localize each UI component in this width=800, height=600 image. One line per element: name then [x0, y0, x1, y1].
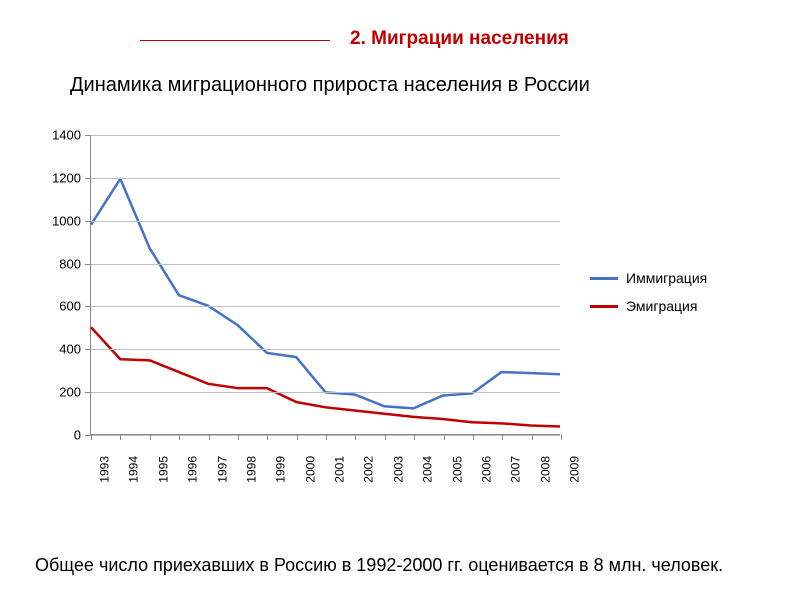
x-axis-label: 2004: [420, 456, 434, 483]
x-axis-label: 1999: [274, 456, 288, 483]
x-tick: [326, 434, 327, 440]
gridline: [91, 306, 560, 307]
x-axis-label: 1998: [244, 456, 258, 483]
page: 2. Миграции населения Динамика миграцион…: [0, 0, 800, 600]
y-tick: [85, 392, 91, 393]
x-tick: [209, 434, 210, 440]
legend: Иммиграция Эмиграция: [590, 270, 707, 326]
y-tick: [85, 178, 91, 179]
x-axis-label: 2007: [509, 456, 523, 483]
x-axis-label: 1993: [97, 456, 111, 483]
x-tick: [120, 434, 121, 440]
x-tick: [91, 434, 92, 440]
x-tick: [238, 434, 239, 440]
gridline: [91, 392, 560, 393]
x-tick: [355, 434, 356, 440]
x-axis-label: 2008: [538, 456, 552, 483]
x-axis-label: 1996: [185, 456, 199, 483]
y-axis-label: 600: [59, 299, 81, 314]
legend-item: Иммиграция: [590, 270, 707, 286]
x-axis-label: 2002: [362, 456, 376, 483]
header-underline: [140, 40, 330, 41]
section-title: 2. Миграции населения: [350, 28, 569, 50]
y-axis-label: 1000: [52, 213, 81, 228]
x-axis-label: 2000: [303, 456, 317, 483]
x-tick: [532, 434, 533, 440]
migration-chart: 0 200 400 600 800 1000 1200 1400 1993 1994 1995 199…: [30, 125, 770, 505]
y-tick: [85, 306, 91, 307]
gridline: [91, 135, 560, 136]
y-axis-label: 1400: [52, 128, 81, 143]
y-tick: [85, 135, 91, 136]
legend-swatch: [590, 277, 618, 280]
x-axis-label: 2005: [450, 456, 464, 483]
gridline: [91, 221, 560, 222]
gridline: [91, 349, 560, 350]
series-line: [91, 179, 560, 409]
x-axis-label: 1994: [127, 456, 141, 483]
header-row: 2. Миграции населения: [0, 28, 800, 58]
y-tick: [85, 264, 91, 265]
x-axis-label: 2001: [332, 456, 346, 483]
x-axis-label: 1995: [156, 456, 170, 483]
y-axis-label: 800: [59, 256, 81, 271]
x-tick: [385, 434, 386, 440]
x-tick: [473, 434, 474, 440]
line-series-svg: [91, 135, 560, 434]
x-tick: [297, 434, 298, 440]
y-axis-label: 400: [59, 342, 81, 357]
footer-note: Общее число приехавших в Россию в 1992-2…: [35, 555, 723, 576]
chart-subtitle: Динамика миграционного прироста населени…: [70, 74, 590, 97]
x-tick: [444, 434, 445, 440]
x-tick: [561, 434, 562, 440]
legend-item: Эмиграция: [590, 298, 707, 314]
x-tick: [502, 434, 503, 440]
y-tick: [85, 221, 91, 222]
x-axis-label: 2009: [567, 456, 581, 483]
y-tick: [85, 349, 91, 350]
x-tick: [179, 434, 180, 440]
legend-swatch: [590, 305, 618, 308]
x-axis-label: 1997: [215, 456, 229, 483]
x-tick: [150, 434, 151, 440]
x-axis-label: 2003: [391, 456, 405, 483]
x-tick: [267, 434, 268, 440]
series-line: [91, 327, 560, 426]
gridline: [91, 178, 560, 179]
y-axis-label: 1200: [52, 170, 81, 185]
plot-area: 0200400600800100012001400199319941995199…: [90, 135, 560, 435]
x-axis-label: 2006: [479, 456, 493, 483]
x-tick: [414, 434, 415, 440]
y-axis-label: 0: [74, 428, 81, 443]
gridline: [91, 264, 560, 265]
legend-label: Эмиграция: [626, 298, 697, 314]
y-axis-label: 200: [59, 385, 81, 400]
legend-label: Иммиграция: [626, 270, 707, 286]
